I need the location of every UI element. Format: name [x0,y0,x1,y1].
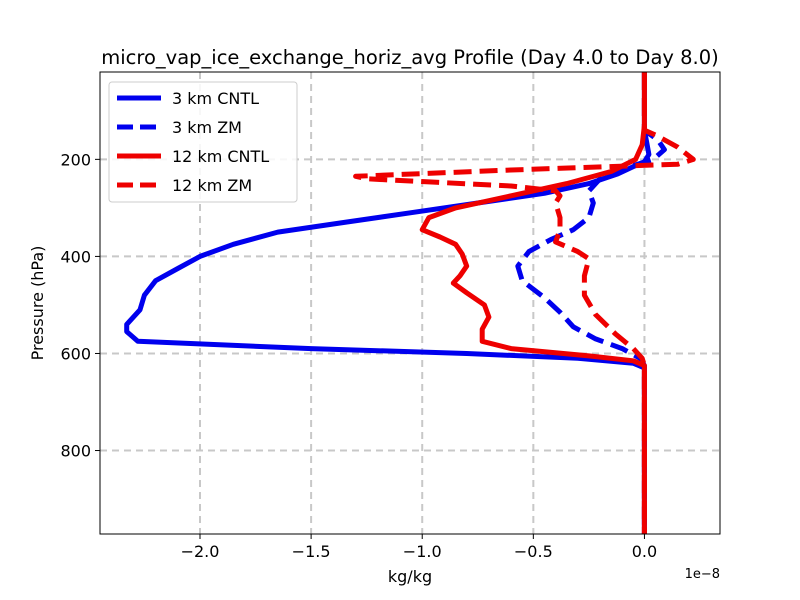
series-line-3-km-zm [515,72,667,534]
x-axis-label: kg/kg [388,567,432,586]
legend-label: 3 km CNTL [172,89,259,108]
x-tick-label: −1.0 [403,542,442,561]
y-axis-label: Pressure (hPa) [28,246,47,361]
series-line-12-km-zm [353,72,696,534]
y-tick-label: 600 [60,344,91,363]
x-tick-label: 0.0 [632,542,657,561]
legend-box [108,81,298,203]
x-tick-label: −2.0 [181,542,220,561]
axis-ticks: −2.0 −1.5 −1.0 −0.5 0.0 200 400 600 800 [60,150,657,561]
y-tick-label: 400 [60,247,91,266]
y-tick-label: 800 [60,442,91,461]
plot-frame [99,71,721,535]
x-offset-label: 1e−8 [685,567,720,582]
legend-label: 12 km CNTL [172,147,269,166]
x-tick-label: −0.5 [514,542,553,561]
x-tick-label: −1.5 [292,542,331,561]
series-line-12-km-cntl [419,72,647,534]
legend-label: 12 km ZM [172,176,252,195]
series-lines [124,72,696,534]
legend-entries: 3 km CNTL 3 km ZM 12 km CNTL 12 km ZM [117,89,269,195]
chart-title: micro_vap_ice_exchange_horiz_avg Profile… [101,46,719,69]
legend: 3 km CNTL 3 km ZM 12 km CNTL 12 km ZM [108,81,298,203]
y-tick-label: 200 [60,150,91,169]
legend-label: 3 km ZM [172,118,242,137]
